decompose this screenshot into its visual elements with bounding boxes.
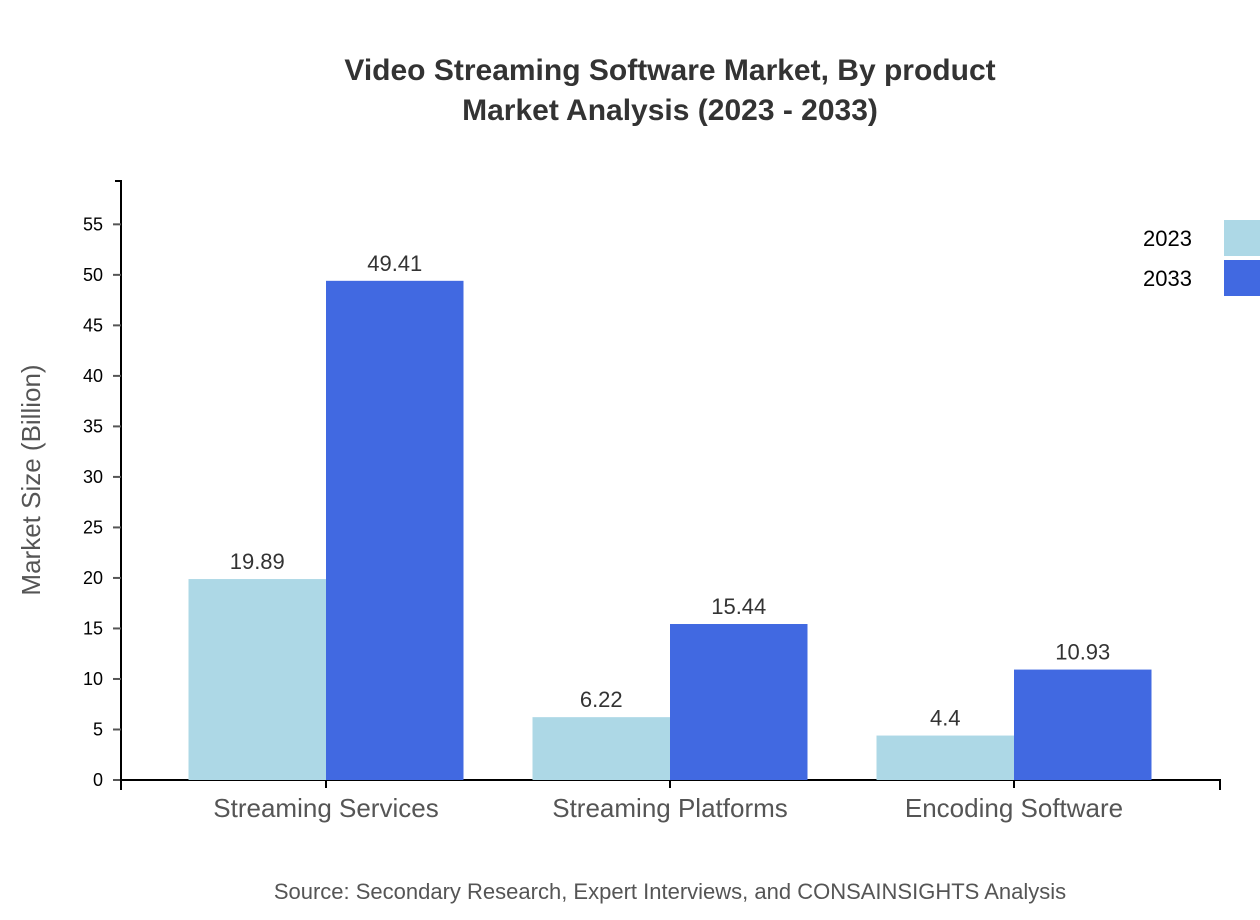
legend: 2023 2033 xyxy=(1143,220,1260,296)
y-axis-line xyxy=(115,180,122,781)
data-label: 19.89 xyxy=(230,549,285,574)
y-axis-label: Market Size (Billion) xyxy=(16,364,46,595)
x-tick-label: Streaming Services xyxy=(213,793,438,823)
y-tick-label: 35 xyxy=(83,416,103,436)
bar xyxy=(532,717,670,780)
bar xyxy=(188,579,326,780)
y-tick-label: 25 xyxy=(83,517,103,537)
bars: 19.89 49.41 6.22 15.44 4.4 10.93 xyxy=(188,251,1152,780)
chart-title: Video Streaming Software Market, By prod… xyxy=(344,54,995,87)
y-tick-label: 0 xyxy=(93,770,103,790)
y-tick-label: 45 xyxy=(83,315,103,335)
legend-label: 2023 xyxy=(1143,226,1192,251)
y-axis: 0 5 10 15 20 25 30 35 40 45 50 55 xyxy=(83,180,122,790)
bar xyxy=(1014,669,1152,780)
data-label: 10.93 xyxy=(1055,640,1110,665)
y-tick-label: 55 xyxy=(83,214,103,234)
data-label: 49.41 xyxy=(367,251,422,276)
y-tick-label: 5 xyxy=(93,719,103,739)
legend-swatch xyxy=(1224,220,1260,256)
x-tick-label: Streaming Platforms xyxy=(552,793,788,823)
legend-label: 2033 xyxy=(1143,266,1192,291)
bar xyxy=(326,280,464,780)
legend-swatch xyxy=(1224,260,1260,296)
bar xyxy=(670,624,808,780)
y-tick-label: 10 xyxy=(83,669,103,689)
x-axis: Streaming Services Streaming Platforms Enc… xyxy=(120,779,1221,823)
data-label: 4.4 xyxy=(930,706,961,731)
y-tick-label: 15 xyxy=(83,618,103,638)
bar xyxy=(876,735,1014,780)
x-tick-label: Encoding Software xyxy=(905,793,1123,823)
chart-subtitle: Market Analysis (2023 - 2033) xyxy=(462,94,878,127)
y-tick-label: 30 xyxy=(83,467,103,487)
source-note: Source: Secondary Research, Expert Inter… xyxy=(274,879,1066,904)
y-tick-label: 20 xyxy=(83,568,103,588)
data-label: 6.22 xyxy=(580,687,623,712)
y-tick-label: 50 xyxy=(83,265,103,285)
data-label: 15.44 xyxy=(711,594,766,619)
y-tick-label: 40 xyxy=(83,366,103,386)
